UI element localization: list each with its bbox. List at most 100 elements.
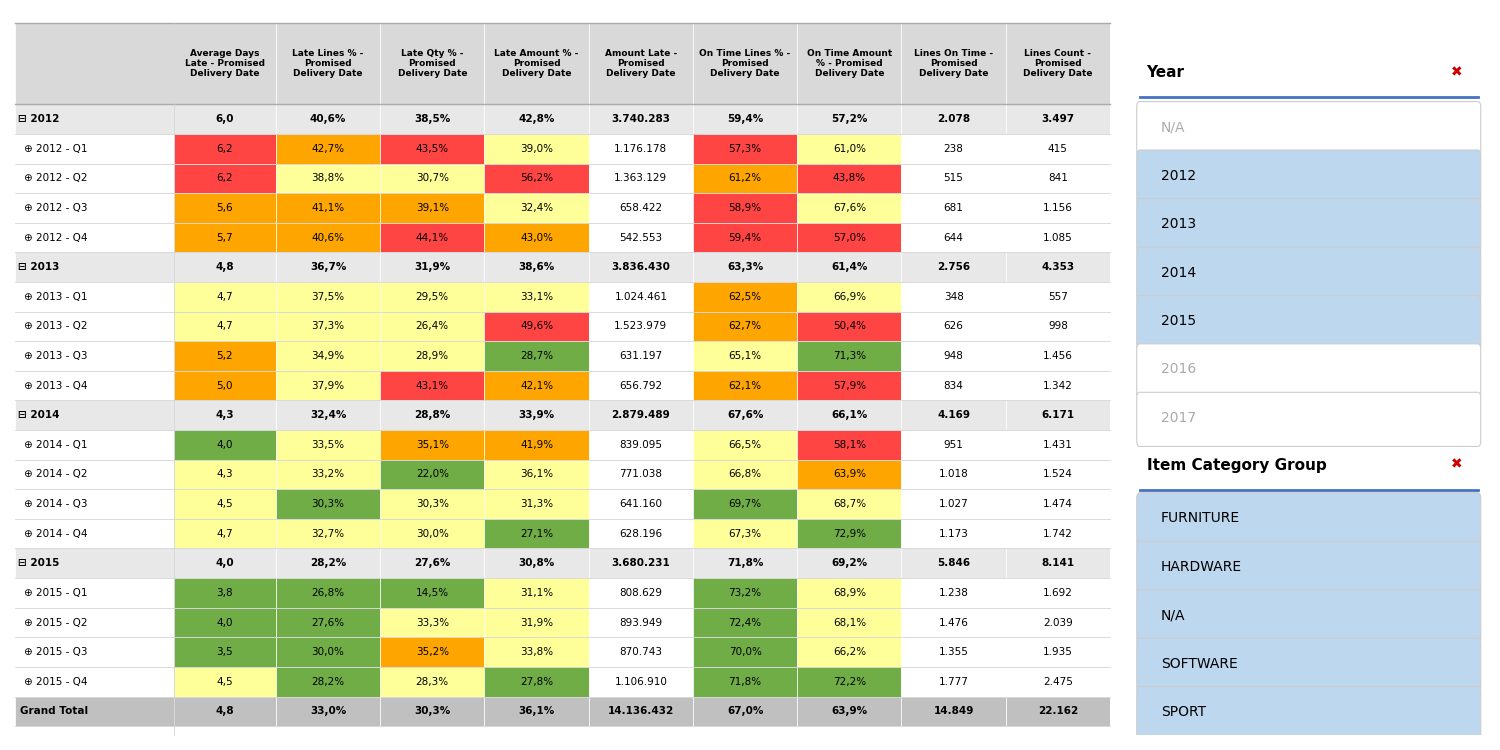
Text: 28,8%: 28,8% — [414, 410, 450, 420]
Text: 2.879.489: 2.879.489 — [612, 410, 670, 420]
Text: 4,3: 4,3 — [216, 470, 232, 479]
Text: ⊕ 2015 - Q2: ⊕ 2015 - Q2 — [24, 617, 87, 628]
Text: 22.162: 22.162 — [1038, 706, 1078, 716]
Text: 43,1%: 43,1% — [416, 381, 448, 391]
Text: 31,1%: 31,1% — [520, 588, 554, 598]
FancyBboxPatch shape — [902, 223, 1005, 253]
Text: 30,3%: 30,3% — [312, 499, 345, 509]
Text: 870.743: 870.743 — [620, 647, 663, 657]
Text: SPORT: SPORT — [1161, 705, 1206, 719]
FancyBboxPatch shape — [588, 460, 693, 489]
Text: 998: 998 — [1048, 322, 1068, 332]
FancyBboxPatch shape — [1005, 341, 1110, 370]
Text: 8.141: 8.141 — [1041, 558, 1074, 568]
Text: 839.095: 839.095 — [620, 440, 663, 450]
FancyBboxPatch shape — [15, 164, 174, 194]
FancyBboxPatch shape — [484, 519, 588, 548]
FancyBboxPatch shape — [276, 460, 380, 489]
Text: HARDWARE: HARDWARE — [1161, 560, 1242, 574]
FancyBboxPatch shape — [693, 223, 796, 253]
Text: 1.342: 1.342 — [1042, 381, 1072, 391]
Text: 22,0%: 22,0% — [416, 470, 448, 479]
Text: 6.171: 6.171 — [1041, 410, 1074, 420]
FancyBboxPatch shape — [380, 400, 484, 430]
Text: 68,7%: 68,7% — [833, 499, 866, 509]
FancyBboxPatch shape — [174, 519, 276, 548]
Text: 49,6%: 49,6% — [520, 322, 554, 332]
Text: 1.024.461: 1.024.461 — [615, 292, 668, 302]
Text: 32,4%: 32,4% — [520, 203, 554, 213]
FancyBboxPatch shape — [796, 104, 901, 134]
FancyBboxPatch shape — [484, 194, 588, 223]
Text: 656.792: 656.792 — [620, 381, 663, 391]
Text: 808.629: 808.629 — [620, 588, 663, 598]
FancyBboxPatch shape — [588, 697, 693, 726]
Text: 31,3%: 31,3% — [520, 499, 554, 509]
FancyBboxPatch shape — [15, 697, 174, 726]
FancyBboxPatch shape — [902, 548, 1005, 578]
FancyBboxPatch shape — [276, 608, 380, 638]
FancyBboxPatch shape — [15, 194, 174, 223]
Text: 66,1%: 66,1% — [831, 410, 867, 420]
Text: Late Amount % -
Promised
Delivery Date: Late Amount % - Promised Delivery Date — [495, 49, 579, 78]
Text: 67,6%: 67,6% — [728, 410, 764, 420]
Text: 5,2: 5,2 — [216, 351, 232, 361]
FancyBboxPatch shape — [1005, 460, 1110, 489]
FancyBboxPatch shape — [276, 22, 380, 104]
FancyBboxPatch shape — [484, 22, 588, 104]
Text: ⊕ 2013 - Q1: ⊕ 2013 - Q1 — [24, 292, 87, 302]
Text: 30,0%: 30,0% — [416, 529, 448, 538]
FancyBboxPatch shape — [588, 519, 693, 548]
FancyBboxPatch shape — [1005, 430, 1110, 460]
Text: 30,3%: 30,3% — [414, 706, 450, 716]
FancyBboxPatch shape — [693, 608, 796, 638]
Text: 1.742: 1.742 — [1042, 529, 1072, 538]
FancyBboxPatch shape — [15, 370, 174, 400]
FancyBboxPatch shape — [484, 697, 588, 726]
Text: 1.431: 1.431 — [1042, 440, 1072, 450]
FancyBboxPatch shape — [796, 489, 901, 519]
FancyBboxPatch shape — [1005, 223, 1110, 253]
Text: 30,7%: 30,7% — [416, 173, 448, 184]
Text: 71,8%: 71,8% — [729, 676, 762, 687]
FancyBboxPatch shape — [902, 370, 1005, 400]
Text: 4.169: 4.169 — [938, 410, 970, 420]
Text: ⊕ 2013 - Q3: ⊕ 2013 - Q3 — [24, 351, 87, 361]
FancyBboxPatch shape — [588, 430, 693, 460]
Text: 4,0: 4,0 — [216, 558, 234, 568]
FancyBboxPatch shape — [796, 460, 901, 489]
Text: 4,7: 4,7 — [216, 529, 232, 538]
FancyBboxPatch shape — [1137, 493, 1480, 547]
Text: 36,7%: 36,7% — [310, 262, 346, 272]
Text: 68,1%: 68,1% — [833, 617, 866, 628]
Text: 33,1%: 33,1% — [520, 292, 554, 302]
Text: FURNITURE: FURNITURE — [1161, 512, 1240, 526]
FancyBboxPatch shape — [15, 548, 174, 578]
Text: 26,8%: 26,8% — [312, 588, 345, 598]
Text: 61,0%: 61,0% — [833, 144, 866, 154]
Text: 57,2%: 57,2% — [831, 114, 867, 125]
FancyBboxPatch shape — [276, 638, 380, 667]
FancyBboxPatch shape — [276, 341, 380, 370]
FancyBboxPatch shape — [380, 370, 484, 400]
Text: 4,8: 4,8 — [216, 262, 234, 272]
Text: ⊕ 2012 - Q3: ⊕ 2012 - Q3 — [24, 203, 87, 213]
FancyBboxPatch shape — [15, 104, 174, 134]
Text: 65,1%: 65,1% — [729, 351, 762, 361]
Text: 834: 834 — [944, 381, 963, 391]
FancyBboxPatch shape — [1005, 489, 1110, 519]
FancyBboxPatch shape — [484, 489, 588, 519]
Text: 28,2%: 28,2% — [312, 676, 345, 687]
Text: 72,2%: 72,2% — [833, 676, 866, 687]
FancyBboxPatch shape — [15, 341, 174, 370]
FancyBboxPatch shape — [1005, 667, 1110, 697]
Text: 28,9%: 28,9% — [416, 351, 448, 361]
Text: 27,1%: 27,1% — [520, 529, 554, 538]
Text: 1.935: 1.935 — [1042, 647, 1072, 657]
FancyBboxPatch shape — [1137, 101, 1480, 156]
FancyBboxPatch shape — [484, 400, 588, 430]
FancyBboxPatch shape — [484, 548, 588, 578]
FancyBboxPatch shape — [796, 548, 901, 578]
Text: ⊕ 2012 - Q1: ⊕ 2012 - Q1 — [24, 144, 87, 154]
Text: 67,6%: 67,6% — [833, 203, 866, 213]
